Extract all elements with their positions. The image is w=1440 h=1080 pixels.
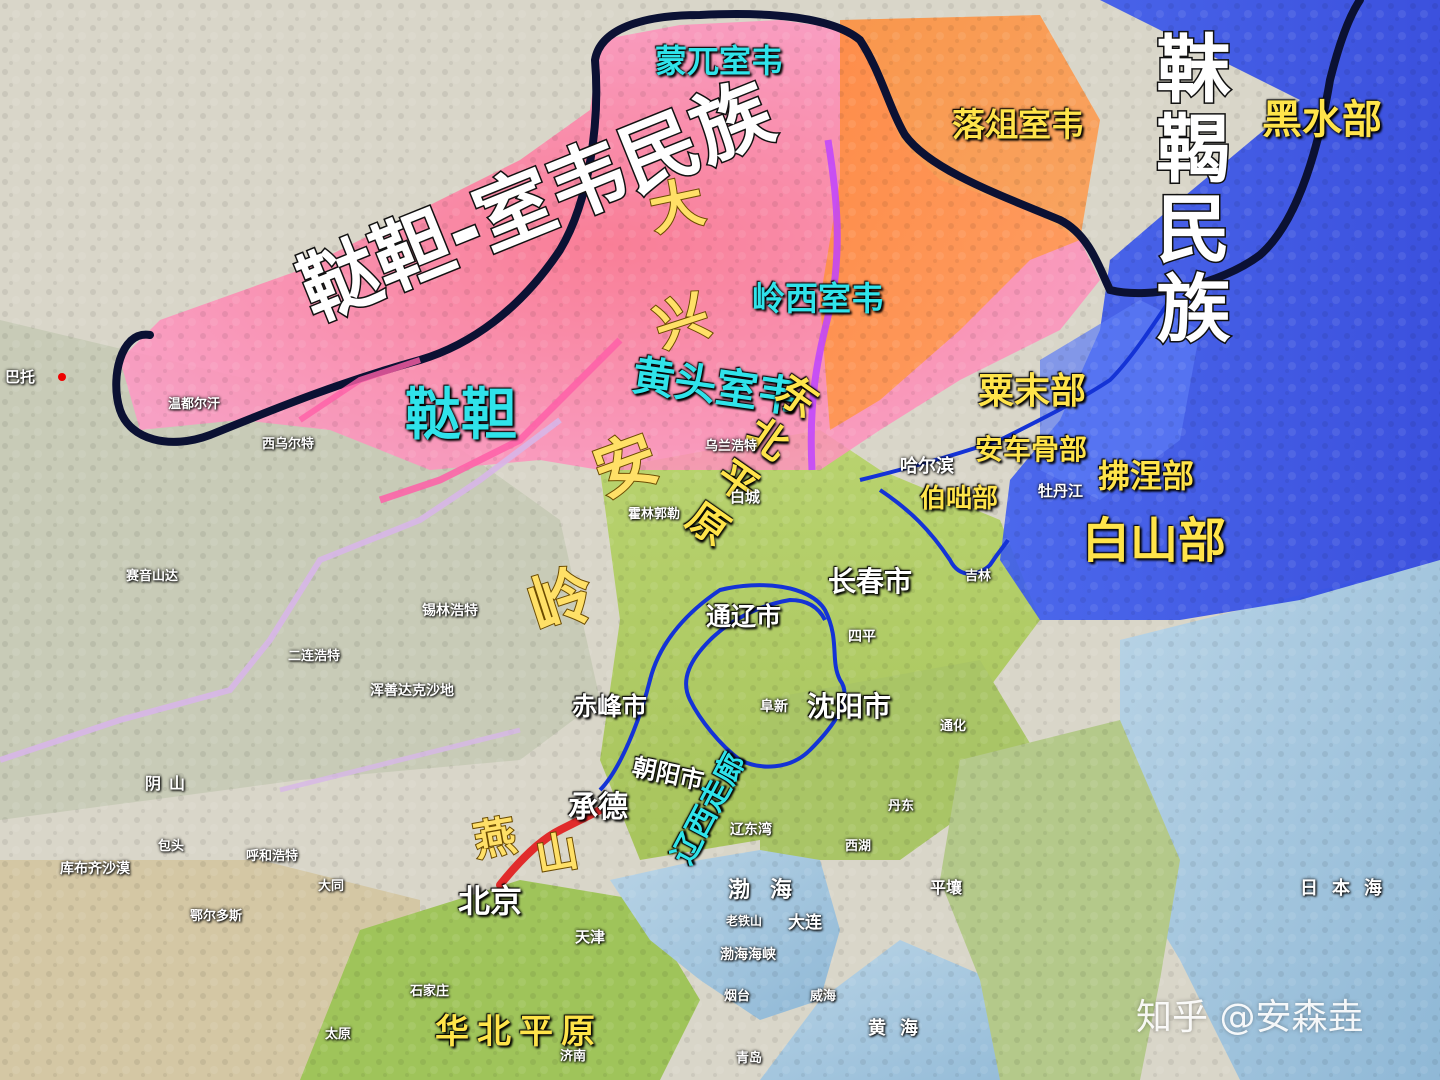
funie-label: 拂涅部 xyxy=(1098,457,1195,495)
menggu-shiwei-label: 蒙兀室韦 xyxy=(655,42,784,80)
chengde-label: 承德 xyxy=(568,790,628,825)
shenyang-label: 沈阳市 xyxy=(807,690,892,723)
luozu-shiwei-label: 落俎室韦 xyxy=(952,105,1084,144)
sumo-label: 粟末部 xyxy=(978,371,1087,412)
tianjin-label: 天津 xyxy=(575,928,606,946)
changchun-label: 长春市 xyxy=(828,565,913,598)
datong-label: 大同 xyxy=(318,879,345,894)
fuxin-label: 阜新 xyxy=(760,699,788,715)
tatar-boundary xyxy=(378,337,623,504)
beijing-label: 北京 xyxy=(458,882,523,920)
xiwuerte-label: 西乌尔特 xyxy=(262,437,315,452)
tatar-shiwei-boundary xyxy=(112,0,1364,446)
mudan-river xyxy=(878,488,1010,576)
erlianhaote-label: 二连浩特 xyxy=(288,649,341,664)
xihu-label: 西湖 xyxy=(845,839,872,854)
xilinhaote-label: 锡林浩特 xyxy=(422,603,478,619)
tatar-boundary xyxy=(298,357,421,423)
bohai-label: 渤海 xyxy=(728,878,813,903)
yanshan-label-1: 燕 xyxy=(469,810,521,868)
baicheng-label: 白城 xyxy=(730,488,761,506)
lingxi-shiwei-label: 岭西室韦 xyxy=(752,279,884,318)
anchegu-label: 安车骨部 xyxy=(975,433,1088,466)
baishan-label: 白山部 xyxy=(1082,513,1227,569)
dalatuo-label: 巴托 xyxy=(5,368,36,386)
wulanhaote-label: 乌兰浩特 xyxy=(705,439,758,454)
mudanjiang-label: 牡丹江 xyxy=(1038,482,1084,500)
chifeng-label: 赤峰市 xyxy=(572,692,648,721)
dalian-label: 大连 xyxy=(788,913,822,933)
yanshan-line xyxy=(496,806,604,889)
kubuqi-label: 库布齐沙漠 xyxy=(60,861,130,877)
boundary-line xyxy=(0,417,562,763)
location-dot xyxy=(58,373,66,381)
qingdao-label: 青岛 xyxy=(736,1051,763,1066)
zhihu-watermark: 知乎 @安森垚 xyxy=(1136,997,1364,1038)
liaodong-bay-label: 辽东湾 xyxy=(730,822,772,838)
yanshan-label-2: 山 xyxy=(531,825,583,883)
wendouertu-label: 温都尔汗 xyxy=(168,397,221,412)
siping-label: 四平 xyxy=(848,629,876,645)
heishui-label: 黑水部 xyxy=(1262,97,1382,143)
shijiazhuang-label: 石家庄 xyxy=(410,984,450,999)
hunshandake-label: 浑善达克沙地 xyxy=(370,683,454,699)
eerduosi-label: 鄂尔多斯 xyxy=(190,909,243,924)
huhehaote-label: 呼和浩特 xyxy=(246,849,299,864)
boundary-line xyxy=(279,727,521,793)
liao-river-loop xyxy=(598,583,847,792)
saiyinshanda-label: 赛音山达 xyxy=(126,569,179,584)
jilin-label: 吉林 xyxy=(965,569,992,584)
yellow-sea-label: 黄海 xyxy=(868,1018,932,1039)
huolinguole-label: 霍林郭勒 xyxy=(628,507,681,522)
bohai-strait-label: 渤海海峡 xyxy=(720,947,776,963)
jinan-label: 济南 xyxy=(560,1049,587,1064)
mohe-ethnic-label: 靺鞨民族 xyxy=(1143,29,1232,352)
baotou-label: 包头 xyxy=(158,839,185,854)
harbin-label: 哈尔滨 xyxy=(900,456,954,477)
taiyuan-label: 太原 xyxy=(325,1027,352,1042)
weihai-label: 威海 xyxy=(810,989,837,1004)
songhua-river xyxy=(859,298,1172,482)
yinshan-label: 阴山 xyxy=(145,774,194,793)
boduo-label: 伯咄部 xyxy=(920,484,999,514)
japan-sea-label: 日本海 xyxy=(1300,878,1396,899)
lingxi-boundary xyxy=(807,139,841,471)
laotieshan-label: 老铁山 xyxy=(726,914,763,928)
daxinganling-label-1: 大 xyxy=(643,169,711,244)
dandong-label: 丹东 xyxy=(888,799,915,814)
tongliao-label: 通辽市 xyxy=(706,602,782,631)
tatar-label: 鞑靼 xyxy=(405,383,517,448)
pingrang-label: 平壤 xyxy=(930,878,963,897)
tonghua-label: 通化 xyxy=(940,719,967,734)
yantai-label: 烟台 xyxy=(724,989,751,1004)
huabei-plain-label: 华北平原 xyxy=(435,1012,603,1052)
